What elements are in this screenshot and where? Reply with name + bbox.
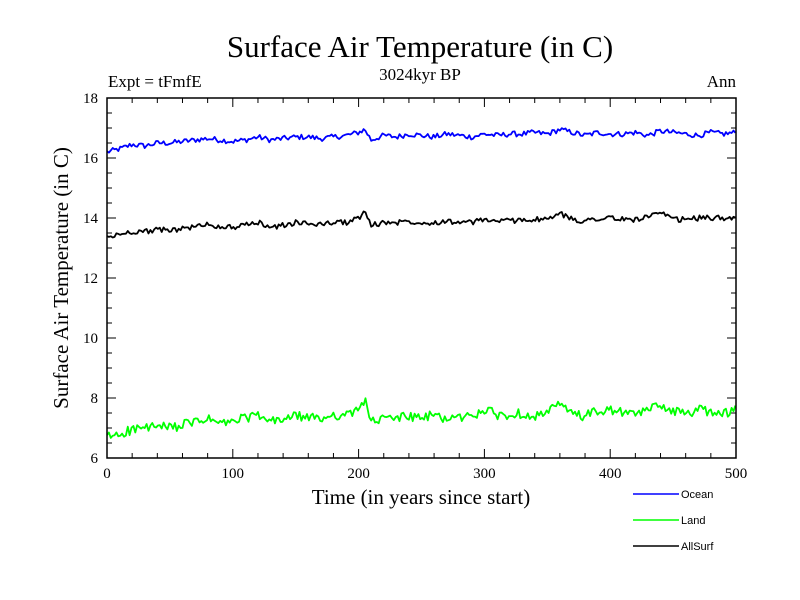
y-axis-label: Surface Air Temperature (in C) <box>49 147 73 409</box>
chart-title: Surface Air Temperature (in C) <box>227 29 613 64</box>
data-series <box>106 127 737 439</box>
legend: Ocean Land AllSurf <box>633 489 714 553</box>
x-tick-label: 500 <box>725 466 748 482</box>
chart-subtitle: 3024kyr BP <box>379 65 461 84</box>
y-tick-label: 16 <box>83 151 99 167</box>
series-line-ocean <box>106 127 737 154</box>
y-tick-label: 18 <box>83 91 98 107</box>
x-tick-label: 400 <box>599 466 622 482</box>
experiment-label: Expt = tFmfE <box>108 72 202 91</box>
y-tick-label: 6 <box>91 451 99 467</box>
x-axis-label: Time (in years since start) <box>312 485 531 509</box>
y-tick-label: 8 <box>91 391 99 407</box>
series-line-allsurf <box>106 210 736 239</box>
x-tick-label: 0 <box>103 466 111 482</box>
y-tick-label: 14 <box>83 211 99 227</box>
x-tick-label: 300 <box>473 466 496 482</box>
y-tick-label: 12 <box>83 271 98 287</box>
legend-label-ocean: Ocean <box>681 489 713 501</box>
season-label: Ann <box>707 72 737 91</box>
legend-label-allsurf: AllSurf <box>681 541 714 553</box>
x-tick-label: 200 <box>347 466 370 482</box>
series-line-land <box>106 397 737 439</box>
x-tick-label: 100 <box>222 466 245 482</box>
axes: 6 8 10 12 14 16 18 0 100 200 300 400 500 <box>83 91 747 482</box>
legend-label-land: Land <box>681 515 705 527</box>
plot-frame <box>106 97 737 459</box>
y-tick-label: 10 <box>83 331 98 347</box>
